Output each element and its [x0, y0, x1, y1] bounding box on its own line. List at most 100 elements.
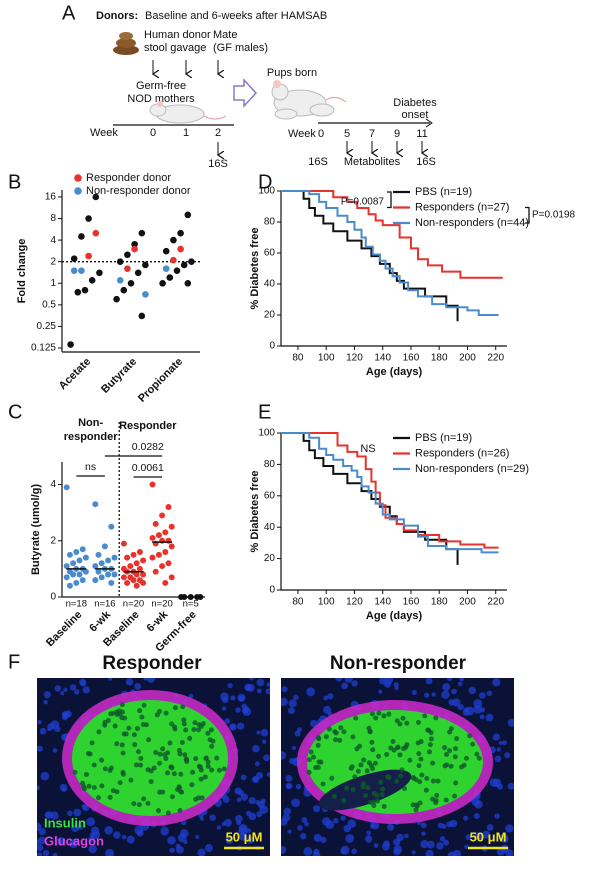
- y-tick-label: 60: [264, 248, 276, 259]
- data-dot: [162, 265, 170, 272]
- cell-nucleus: [128, 777, 134, 783]
- cell-nucleus: [333, 737, 339, 743]
- cell-nucleus: [448, 763, 454, 769]
- data-dot: [149, 554, 156, 561]
- cell-nucleus: [180, 704, 186, 710]
- nucleus: [238, 695, 245, 702]
- cell-nucleus: [134, 726, 140, 732]
- nucleus: [43, 700, 48, 705]
- nucleus: [195, 834, 200, 840]
- nucleus: [479, 714, 485, 720]
- nucleus: [425, 849, 434, 856]
- nucleus: [504, 752, 511, 759]
- nucleus: [221, 706, 227, 711]
- nucleus: [364, 835, 373, 843]
- cell-nucleus: [157, 708, 163, 714]
- data-dot: [92, 501, 99, 508]
- data-dot: [159, 563, 166, 570]
- nucleus: [300, 832, 307, 840]
- cell-nucleus: [344, 785, 350, 791]
- nucleus: [143, 678, 148, 681]
- data-dot: [95, 551, 102, 558]
- data-dot: [98, 560, 105, 567]
- cell-nucleus: [202, 774, 208, 780]
- nucleus: [50, 811, 59, 820]
- nucleus: [44, 811, 51, 818]
- x-tick-label: Acetate: [57, 356, 94, 393]
- nucleus: [283, 807, 291, 816]
- survival-curve: [281, 432, 459, 565]
- cell-nucleus: [176, 747, 182, 753]
- pups-label: Pups born: [267, 67, 317, 79]
- cell-nucleus: [372, 760, 378, 766]
- nucleus: [177, 833, 187, 843]
- cell-nucleus: [162, 752, 168, 758]
- nucleus: [37, 785, 40, 791]
- x-tick-label: 160: [403, 353, 420, 364]
- week-tick: 9: [394, 128, 400, 140]
- nucleus: [246, 683, 255, 692]
- data-dot: [159, 512, 166, 519]
- cell-nucleus: [95, 795, 101, 801]
- cell-nucleus: [203, 755, 209, 761]
- insulin-core: [72, 700, 228, 816]
- cell-nucleus: [447, 748, 453, 754]
- cell-nucleus: [341, 729, 347, 735]
- cell-nucleus: [433, 715, 439, 721]
- comparison-label: P=0.0198: [532, 210, 576, 221]
- data-dot: [92, 229, 100, 237]
- comparison-label: NS: [360, 443, 375, 455]
- cell-nucleus: [214, 755, 220, 761]
- x-tick-label: Propionate: [136, 356, 185, 405]
- cell-nucleus: [209, 767, 215, 773]
- cell-nucleus: [380, 786, 386, 792]
- y-tick-label: 20: [264, 310, 276, 321]
- cell-nucleus: [205, 763, 211, 769]
- cell-nucleus: [119, 709, 125, 715]
- x-axis-title: Age (days): [366, 366, 423, 378]
- nucleus: [498, 740, 503, 745]
- nucleus: [439, 836, 446, 842]
- data-dot: [140, 557, 147, 564]
- data-dot: [127, 279, 135, 287]
- nucleus: [309, 719, 318, 728]
- nucleus: [52, 852, 58, 856]
- cell-nucleus: [306, 769, 312, 775]
- y-tick-label: 0: [269, 585, 275, 596]
- x-tick-label: 200: [459, 353, 476, 364]
- week-label: Week: [90, 127, 118, 139]
- cell-nucleus: [394, 718, 400, 724]
- data-dot: [162, 529, 169, 536]
- week-tick: 5: [344, 128, 350, 140]
- cell-nucleus: [386, 711, 392, 717]
- cell-nucleus: [397, 752, 403, 758]
- cell-nucleus: [410, 775, 416, 781]
- data-dot: [165, 560, 172, 567]
- nucleus: [321, 817, 331, 826]
- group-label: Non-: [78, 417, 103, 429]
- y-tick-label: 0: [50, 592, 56, 603]
- week-tick: 11: [416, 128, 427, 140]
- x-tick-label: 6-wk: [144, 608, 170, 634]
- cell-nucleus: [385, 774, 391, 780]
- nucleus: [312, 805, 321, 813]
- data-dot: [136, 565, 143, 572]
- cell-nucleus: [86, 783, 92, 789]
- nucleus: [287, 707, 295, 715]
- nucleus: [181, 820, 187, 826]
- nucleus: [441, 690, 450, 700]
- donors-label: Donors:: [96, 10, 138, 22]
- nucleus: [77, 824, 83, 830]
- data-dot: [101, 543, 108, 550]
- nucleus: [473, 813, 480, 820]
- y-tick-label: 0.25: [37, 321, 57, 332]
- survival-curve: [281, 190, 499, 316]
- nucleus: [47, 726, 52, 732]
- cell-nucleus: [416, 751, 422, 757]
- cell-nucleus: [179, 739, 185, 745]
- cell-nucleus: [102, 719, 108, 725]
- cell-nucleus: [157, 751, 163, 757]
- cell-nucleus: [133, 762, 139, 768]
- nucleus: [505, 824, 514, 833]
- nucleus: [69, 684, 77, 691]
